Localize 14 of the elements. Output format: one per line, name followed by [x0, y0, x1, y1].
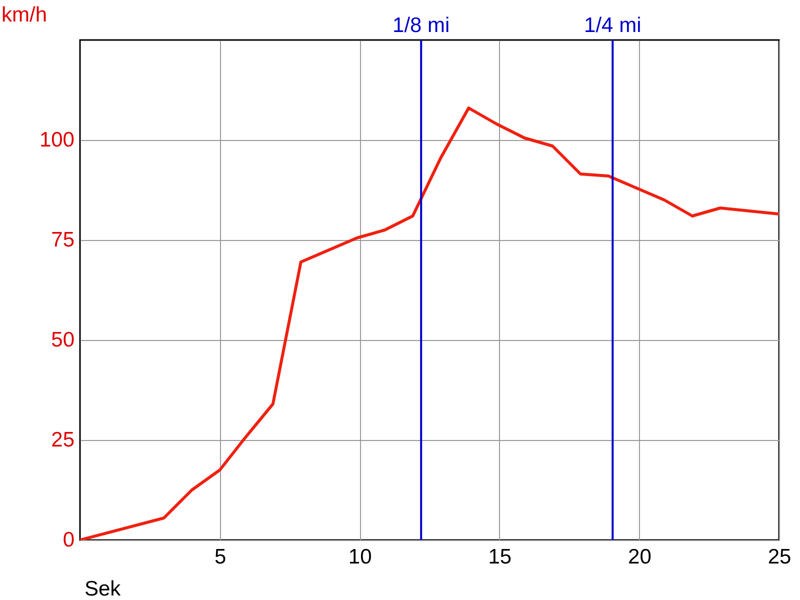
y-tick-label: 75	[51, 228, 74, 252]
y-axis-title: km/h	[2, 4, 48, 26]
y-tick-label: 25	[51, 428, 74, 452]
x-tick-label: 10	[348, 546, 372, 568]
ref-line-label: 1/8 mi	[392, 14, 450, 37]
x-axis-title: Sek	[84, 578, 122, 600]
x-tick-label: 25	[768, 546, 792, 568]
ref-line-label: 1/4 mi	[584, 14, 642, 37]
x-tick-label: 5	[214, 546, 226, 568]
x-tick-label: 20	[628, 546, 652, 568]
y-tick-label: 0	[62, 528, 74, 552]
x-tick-label: 15	[488, 546, 512, 568]
y-tick-label: 50	[51, 328, 74, 352]
y-tick-label: 100	[39, 128, 74, 152]
